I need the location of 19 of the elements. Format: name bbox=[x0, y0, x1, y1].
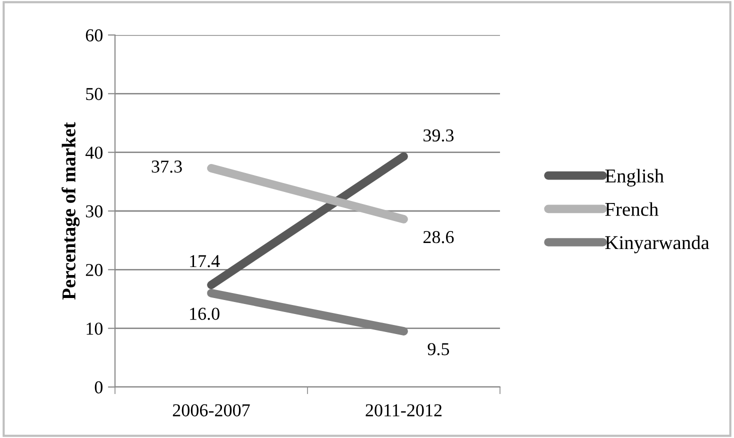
y-tick-label: 0 bbox=[94, 381, 103, 394]
data-label: 37.3 bbox=[152, 160, 182, 173]
data-label: 39.3 bbox=[424, 129, 454, 142]
y-tick-label: 60 bbox=[86, 29, 103, 42]
y-axis-title: Percentage of market bbox=[62, 122, 80, 300]
data-label: 16.0 bbox=[190, 308, 220, 320]
y-tick-label: 50 bbox=[86, 88, 103, 100]
legend-label: English bbox=[605, 168, 664, 187]
x-tick-label: 2006-2007 bbox=[172, 404, 250, 416]
data-label: 9.5 bbox=[428, 343, 450, 356]
y-tick-label: 30 bbox=[86, 205, 103, 218]
y-tick-label: 10 bbox=[86, 322, 103, 335]
data-label: 17.4 bbox=[190, 255, 220, 268]
data-label: 28.6 bbox=[423, 230, 454, 244]
y-tick-label: 40 bbox=[85, 146, 103, 159]
x-tick-label: 2011-2012 bbox=[366, 404, 442, 416]
legend-label: French bbox=[605, 202, 658, 216]
y-tick-label: 20 bbox=[86, 264, 103, 276]
legend-label: Kinyarwanda bbox=[605, 236, 710, 254]
